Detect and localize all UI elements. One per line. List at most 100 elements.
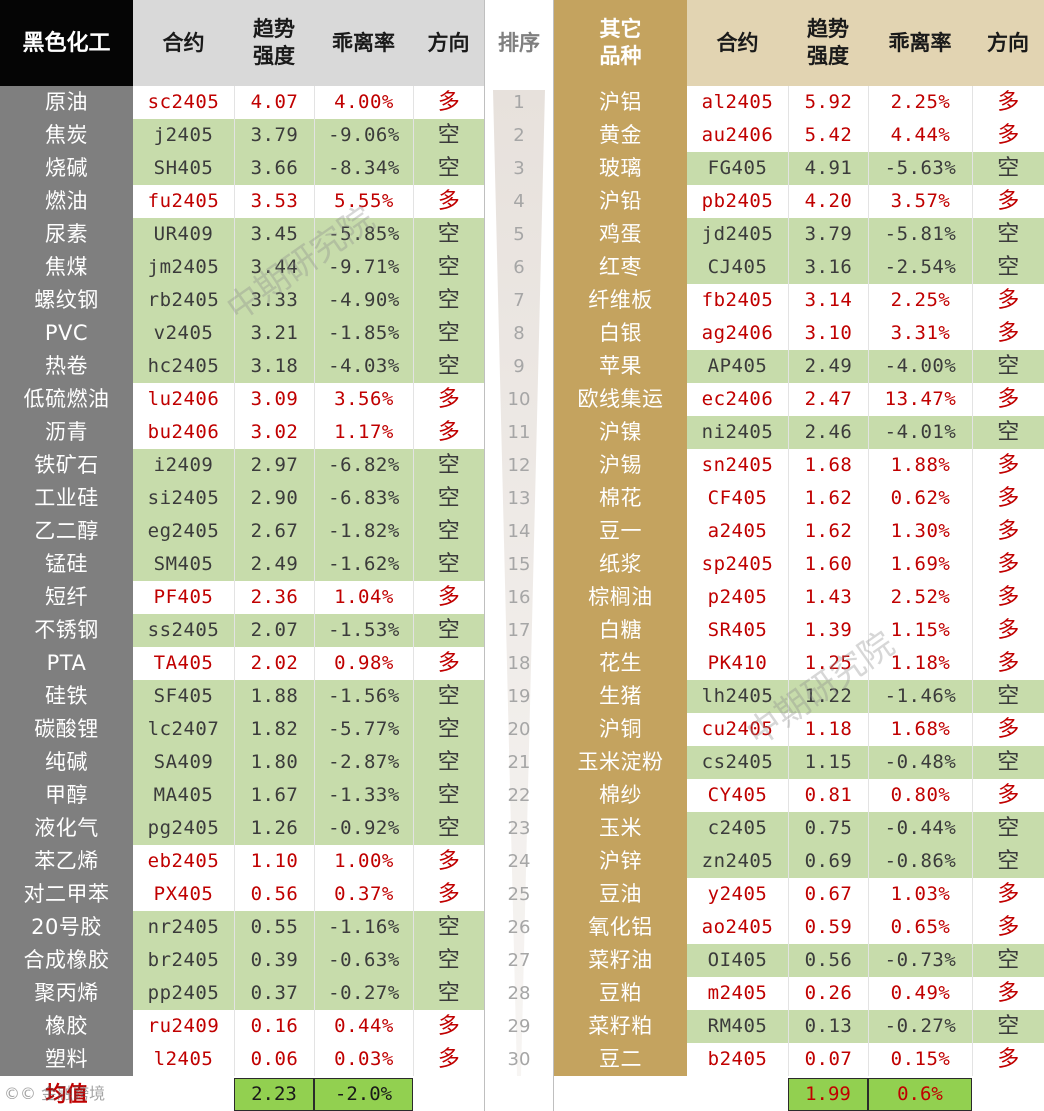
table-row: 生猪 lh2405 1.22 -1.46% 空 bbox=[554, 680, 1044, 713]
left-deviation-rate: -9.06% bbox=[314, 119, 413, 152]
rank-number: 20 bbox=[507, 719, 531, 740]
average-label: 均值 bbox=[45, 1082, 88, 1106]
left-commodity-name: 尿素 bbox=[0, 218, 133, 251]
left-section-header: 黑色化工 bbox=[0, 0, 133, 86]
right-direction: 空 bbox=[972, 680, 1044, 713]
left-direction: 空 bbox=[413, 284, 484, 317]
left-contract-header: 合约 bbox=[133, 0, 234, 86]
right-direction: 多 bbox=[972, 911, 1044, 944]
left-deviation-rate: 1.04% bbox=[314, 581, 413, 614]
table-row: 黄金 au2406 5.42 4.44% 多 bbox=[554, 119, 1044, 152]
left-deviation-rate: -4.03% bbox=[314, 350, 413, 383]
left-commodity-name: 螺纹钢 bbox=[0, 284, 133, 317]
table-row: 沪铝 al2405 5.92 2.25% 多 bbox=[554, 86, 1044, 119]
rank-header: 排序 bbox=[484, 0, 554, 86]
left-contract-code: br2405 bbox=[133, 944, 234, 977]
table-row: 氧化铝 ao2405 0.59 0.65% 多 bbox=[554, 911, 1044, 944]
left-direction: 空 bbox=[413, 317, 484, 350]
left-trend-strength: 3.66 bbox=[234, 152, 314, 185]
left-trend-strength: 1.88 bbox=[234, 680, 314, 713]
left-contract-code: hc2405 bbox=[133, 350, 234, 383]
left-commodity-name: 碳酸锂 bbox=[0, 713, 133, 746]
left-contract-code: TA405 bbox=[133, 647, 234, 680]
left-deviation-rate: -0.63% bbox=[314, 944, 413, 977]
left-deviation-rate: -9.71% bbox=[314, 251, 413, 284]
right-deviation-rate: -1.46% bbox=[868, 680, 972, 713]
right-contract-code: ec2406 bbox=[687, 383, 788, 416]
table-row: 铁矿石 i2409 2.97 -6.82% 空 bbox=[0, 449, 484, 482]
rank-number: 29 bbox=[507, 1016, 531, 1037]
left-deviation-rate: 3.56% bbox=[314, 383, 413, 416]
right-deviation-rate: 0.49% bbox=[868, 977, 972, 1010]
left-contract-code: lc2407 bbox=[133, 713, 234, 746]
right-deviation-rate: 2.52% bbox=[868, 581, 972, 614]
right-deviation-rate: 3.31% bbox=[868, 317, 972, 350]
left-trend-strength: 2.07 bbox=[234, 614, 314, 647]
table-row: 20号胶 nr2405 0.55 -1.16% 空 bbox=[0, 911, 484, 944]
right-trend-strength: 3.10 bbox=[788, 317, 868, 350]
right-commodity-name: 白糖 bbox=[554, 614, 687, 647]
right-direction: 多 bbox=[972, 482, 1044, 515]
right-commodity-name: 玉米淀粉 bbox=[554, 746, 687, 779]
table-row: 烧碱 SH405 3.66 -8.34% 空 bbox=[0, 152, 484, 185]
right-direction: 多 bbox=[972, 878, 1044, 911]
table-row: 纤维板 fb2405 3.14 2.25% 多 bbox=[554, 284, 1044, 317]
right-trend-strength: 1.62 bbox=[788, 482, 868, 515]
right-deviation-rate: -5.81% bbox=[868, 218, 972, 251]
rank-gradient-wedge bbox=[493, 90, 545, 1076]
left-contract-code: l2405 bbox=[133, 1043, 234, 1076]
right-commodity-name: 豆粕 bbox=[554, 977, 687, 1010]
left-contract-code: pp2405 bbox=[133, 977, 234, 1010]
rank-number: 21 bbox=[507, 752, 531, 773]
right-deviation-rate: 0.15% bbox=[868, 1043, 972, 1076]
right-contract-code: sp2405 bbox=[687, 548, 788, 581]
left-deviation-rate: 4.00% bbox=[314, 86, 413, 119]
table-row: 锰硅 SM405 2.49 -1.62% 空 bbox=[0, 548, 484, 581]
left-contract-code: j2405 bbox=[133, 119, 234, 152]
left-direction: 空 bbox=[413, 152, 484, 185]
table-row: 低硫燃油 lu2406 3.09 3.56% 多 bbox=[0, 383, 484, 416]
left-trend-strength: 0.56 bbox=[234, 878, 314, 911]
left-direction: 多 bbox=[413, 86, 484, 119]
right-commodity-name: 纸浆 bbox=[554, 548, 687, 581]
right-deviation-rate: 1.69% bbox=[868, 548, 972, 581]
left-deviation-rate: -1.33% bbox=[314, 779, 413, 812]
right-average-deviation: 0.6% bbox=[868, 1078, 972, 1111]
right-direction: 多 bbox=[972, 977, 1044, 1010]
right-deviation-rate: -4.00% bbox=[868, 350, 972, 383]
left-commodity-name: 焦煤 bbox=[0, 251, 133, 284]
rank-number: 10 bbox=[507, 389, 531, 410]
right-commodity-name: 沪铜 bbox=[554, 713, 687, 746]
right-deviation-rate: 0.62% bbox=[868, 482, 972, 515]
left-commodity-name: 纯碱 bbox=[0, 746, 133, 779]
left-trend-strength: 0.39 bbox=[234, 944, 314, 977]
left-deviation-rate: -1.82% bbox=[314, 515, 413, 548]
left-commodity-name: 工业硅 bbox=[0, 482, 133, 515]
right-direction: 多 bbox=[972, 119, 1044, 152]
right-direction: 多 bbox=[972, 779, 1044, 812]
left-deviation-rate: 0.98% bbox=[314, 647, 413, 680]
table-row: 红枣 CJ405 3.16 -2.54% 空 bbox=[554, 251, 1044, 284]
right-commodity-name: 欧线集运 bbox=[554, 383, 687, 416]
right-trend-strength: 3.14 bbox=[788, 284, 868, 317]
rank-number: 1 bbox=[513, 92, 525, 113]
right-contract-code: b2405 bbox=[687, 1043, 788, 1076]
table-row: 燃油 fu2405 3.53 5.55% 多 bbox=[0, 185, 484, 218]
right-deviation-rate: -0.73% bbox=[868, 944, 972, 977]
left-average-strength: 2.23 bbox=[234, 1078, 314, 1111]
left-contract-code: ss2405 bbox=[133, 614, 234, 647]
right-deviation-rate: 4.44% bbox=[868, 119, 972, 152]
right-commodity-name: 菜籽油 bbox=[554, 944, 687, 977]
table-row: 沪镍 ni2405 2.46 -4.01% 空 bbox=[554, 416, 1044, 449]
left-contract-code: PX405 bbox=[133, 878, 234, 911]
right-deviation-rate: 0.65% bbox=[868, 911, 972, 944]
left-deviation-rate: -1.53% bbox=[314, 614, 413, 647]
right-deviation-header: 乖离率 bbox=[868, 0, 972, 86]
right-commodity-name: 棉纱 bbox=[554, 779, 687, 812]
left-commodity-name: 甲醇 bbox=[0, 779, 133, 812]
left-trend-strength: 0.16 bbox=[234, 1010, 314, 1043]
left-trend-strength: 4.07 bbox=[234, 86, 314, 119]
left-contract-code: bu2406 bbox=[133, 416, 234, 449]
right-commodity-name: 生猪 bbox=[554, 680, 687, 713]
right-trend-strength: 1.68 bbox=[788, 449, 868, 482]
